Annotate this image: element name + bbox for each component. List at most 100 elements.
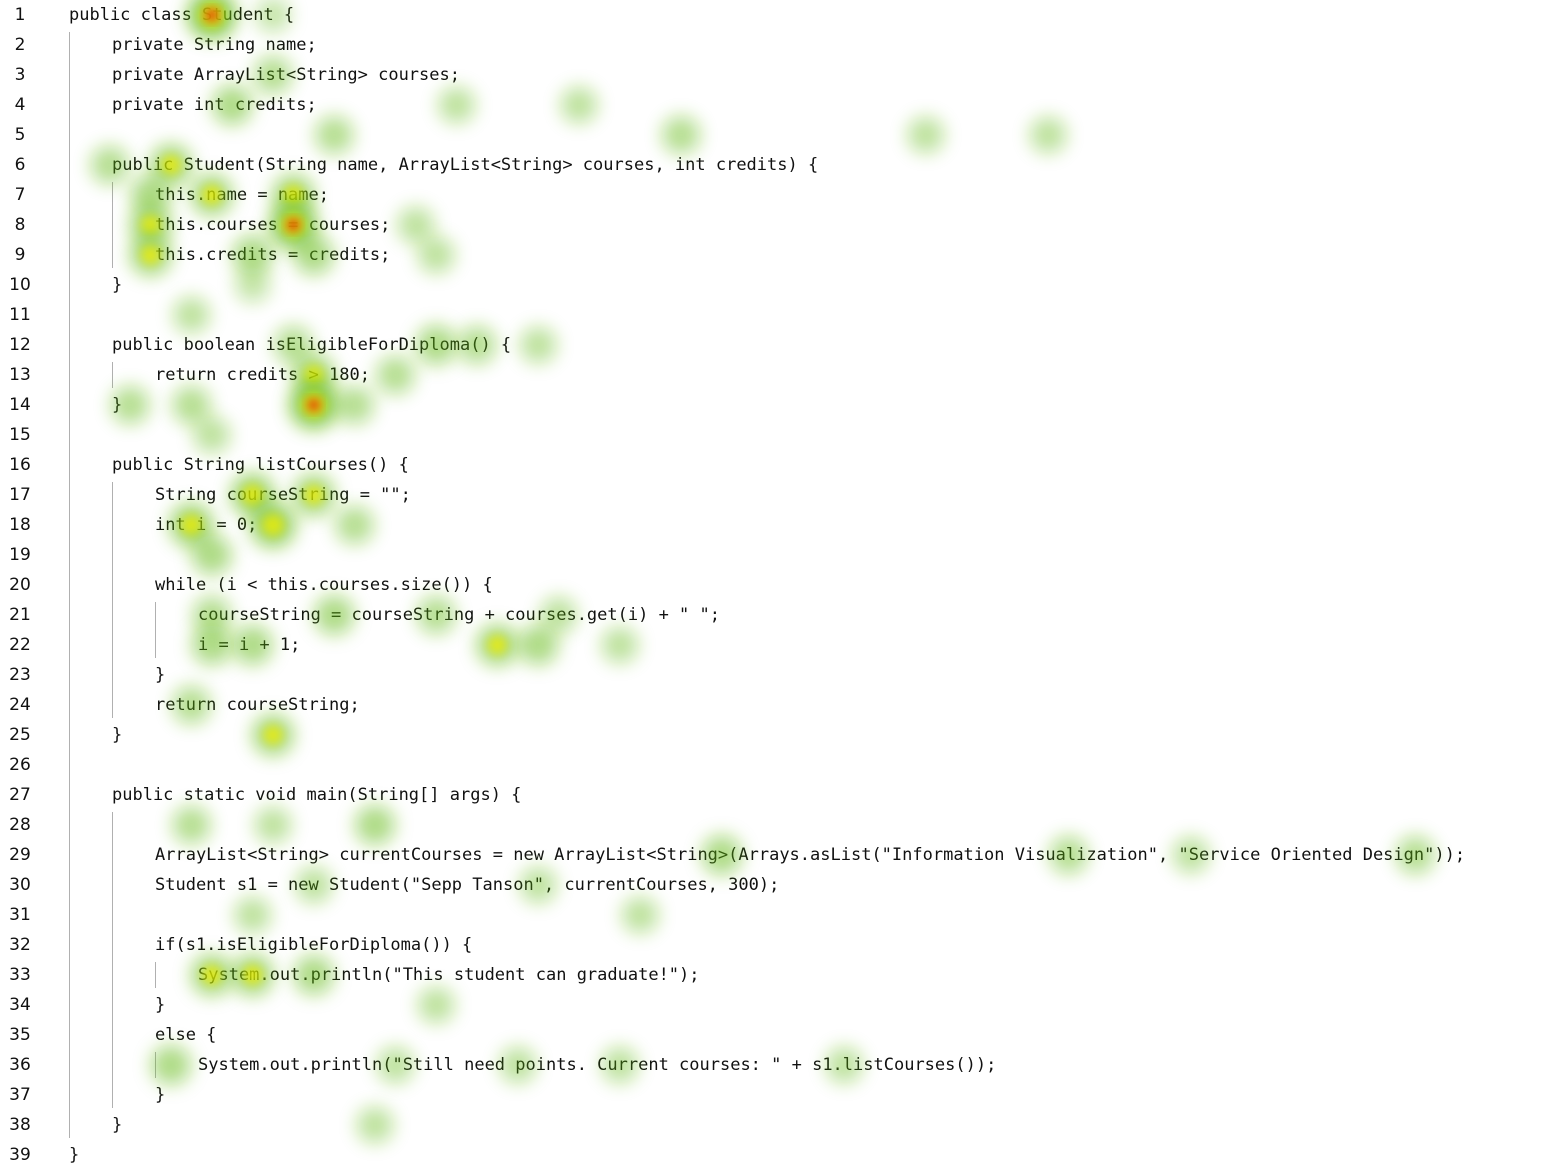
code-line: 2 private String name; xyxy=(0,30,1550,60)
code-line: 4 private int credits; xyxy=(0,90,1550,120)
line-number: 22 xyxy=(9,635,31,655)
code-text: } xyxy=(155,665,166,685)
code-line: 11 xyxy=(0,300,1550,330)
line-number: 37 xyxy=(9,1085,31,1105)
code-line: 5 xyxy=(0,120,1550,150)
code-line: 12 public boolean isEligibleForDiploma() … xyxy=(0,330,1550,360)
line-number: 31 xyxy=(9,905,31,925)
code-line: 20 while (i < this.courses.size()) { xyxy=(0,570,1550,600)
code-line: 9 this.credits = credits; xyxy=(0,240,1550,270)
code-text: return credits > 180; xyxy=(155,365,370,385)
code-text: } xyxy=(112,1115,123,1135)
code-line: 32 if(s1.isEligibleForDiploma()) { xyxy=(0,930,1550,960)
line-number: 12 xyxy=(9,335,31,355)
line-number: 33 xyxy=(9,965,31,985)
code-text: public static void main(String[] args) { xyxy=(112,785,522,805)
code-line: 8 this.courses = courses; xyxy=(0,210,1550,240)
line-number: 38 xyxy=(9,1115,31,1135)
line-number: 14 xyxy=(9,395,31,415)
code-line: 33 System.out.println("This student can g… xyxy=(0,960,1550,990)
code-line: 16 public String listCourses() { xyxy=(0,450,1550,480)
code-line: 23} xyxy=(0,660,1550,690)
code-line: 36 System.out.println("Still need points.… xyxy=(0,1050,1550,1080)
code-text: Student s1 = new Student("Sepp Tanson", … xyxy=(155,875,780,895)
code-line: 17 String courseString = ""; xyxy=(0,480,1550,510)
code-text: private ArrayList<String> courses; xyxy=(112,65,460,85)
line-number: 39 xyxy=(9,1145,31,1165)
code-line: 18 int i = 0; xyxy=(0,510,1550,540)
line-number: 17 xyxy=(9,485,31,505)
code-text: private String name; xyxy=(112,35,317,55)
code-line: 1 public class Student { xyxy=(0,0,1550,30)
code-text: return courseString; xyxy=(155,695,360,715)
line-number: 34 xyxy=(9,995,31,1015)
code-line: 38} xyxy=(0,1110,1550,1140)
line-number: 21 xyxy=(9,605,31,625)
line-number: 16 xyxy=(9,455,31,475)
code-line: 13 return credits > 180; xyxy=(0,360,1550,390)
code-text: this.name = name; xyxy=(155,185,329,205)
code-text: System.out.println("Still need points. C… xyxy=(198,1055,997,1075)
code-text: } xyxy=(155,1085,166,1105)
line-number: 7 xyxy=(14,185,26,205)
line-number: 15 xyxy=(9,425,31,445)
line-number: 2 xyxy=(14,35,26,55)
code-line: 29 ArrayList<String> currentCourses = new… xyxy=(0,840,1550,870)
code-line: 26 xyxy=(0,750,1550,780)
code-line: 10} xyxy=(0,270,1550,300)
code-text: } xyxy=(112,275,123,295)
code-text: String courseString = ""; xyxy=(155,485,411,505)
indent-guide xyxy=(155,1052,156,1078)
line-number: 30 xyxy=(9,875,31,895)
code-text: public boolean isEligibleForDiploma() { xyxy=(112,335,512,355)
line-number: 10 xyxy=(9,275,31,295)
code-text: private int credits; xyxy=(112,95,317,115)
line-number: 36 xyxy=(9,1055,31,1075)
code-line: 34} xyxy=(0,990,1550,1020)
code-line: 19 xyxy=(0,540,1550,570)
indent-guide xyxy=(112,482,113,718)
line-number: 18 xyxy=(9,515,31,535)
line-number: 1 xyxy=(14,5,26,25)
code-text: ArrayList<String> currentCourses = new A… xyxy=(155,845,1466,865)
code-text: } xyxy=(155,995,166,1015)
line-number: 28 xyxy=(9,815,31,835)
code-line: 30 Student s1 = new Student("Sepp Tanson"… xyxy=(0,870,1550,900)
line-number: 3 xyxy=(14,65,26,85)
code-line: 25} xyxy=(0,720,1550,750)
code-line: 15 xyxy=(0,420,1550,450)
line-number: 5 xyxy=(14,125,26,145)
code-text: while (i < this.courses.size()) { xyxy=(155,575,493,595)
code-text: System.out.println("This student can gra… xyxy=(198,965,700,985)
code-line: 31 xyxy=(0,900,1550,930)
code-line: 7 this.name = name; xyxy=(0,180,1550,210)
line-number: 26 xyxy=(9,755,31,775)
code-text: courseString = courseString + courses.ge… xyxy=(198,605,720,625)
indent-guide xyxy=(155,602,156,658)
line-number: 9 xyxy=(14,245,26,265)
code-text: int i = 0; xyxy=(155,515,258,535)
line-number: 32 xyxy=(9,935,31,955)
line-number: 4 xyxy=(14,95,26,115)
code-line: 6 public Student(String name, ArrayList<S… xyxy=(0,150,1550,180)
code-line: 14} xyxy=(0,390,1550,420)
line-number: 6 xyxy=(14,155,26,175)
line-number: 8 xyxy=(14,215,26,235)
indent-guide xyxy=(155,962,156,988)
code-line: 39} xyxy=(0,1140,1550,1170)
code-text: public Student(String name, ArrayList<St… xyxy=(112,155,819,175)
code-text: } xyxy=(69,1145,80,1165)
code-text: this.credits = credits; xyxy=(155,245,391,265)
code-text: this.courses = courses; xyxy=(155,215,391,235)
code-text: else { xyxy=(155,1025,217,1045)
line-number: 35 xyxy=(9,1025,31,1045)
code-text: if(s1.isEligibleForDiploma()) { xyxy=(155,935,473,955)
line-number: 23 xyxy=(9,665,31,685)
code-line: 3 private ArrayList<String> courses; xyxy=(0,60,1550,90)
line-number: 13 xyxy=(9,365,31,385)
indent-guide xyxy=(112,812,113,1108)
line-number: 24 xyxy=(9,695,31,715)
line-number: 29 xyxy=(9,845,31,865)
code-line: 22 i = i + 1; xyxy=(0,630,1550,660)
